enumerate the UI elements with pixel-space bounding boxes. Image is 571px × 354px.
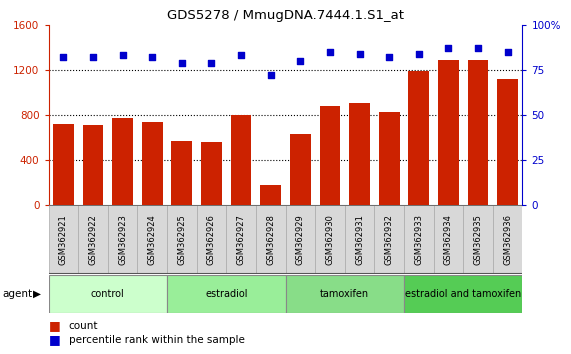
Text: GSM362931: GSM362931 xyxy=(355,215,364,265)
Point xyxy=(414,51,423,57)
FancyBboxPatch shape xyxy=(286,205,315,274)
FancyBboxPatch shape xyxy=(256,205,286,274)
Point xyxy=(355,51,364,57)
Bar xyxy=(53,124,74,205)
Bar xyxy=(379,112,400,205)
Bar xyxy=(171,141,192,205)
Point xyxy=(385,55,394,60)
FancyBboxPatch shape xyxy=(78,205,108,274)
Bar xyxy=(260,185,281,205)
FancyBboxPatch shape xyxy=(463,205,493,274)
FancyBboxPatch shape xyxy=(493,205,522,274)
Text: ■: ■ xyxy=(49,319,61,332)
FancyBboxPatch shape xyxy=(404,275,522,313)
FancyBboxPatch shape xyxy=(375,205,404,274)
Text: GSM362926: GSM362926 xyxy=(207,215,216,265)
FancyBboxPatch shape xyxy=(345,205,375,274)
FancyBboxPatch shape xyxy=(49,205,78,274)
Text: GSM362921: GSM362921 xyxy=(59,215,68,265)
Point xyxy=(266,73,275,78)
Bar xyxy=(290,134,311,205)
Text: GSM362925: GSM362925 xyxy=(178,215,186,265)
Bar xyxy=(497,79,518,205)
Text: GSM362930: GSM362930 xyxy=(325,215,335,265)
Bar xyxy=(320,106,340,205)
Text: GSM362928: GSM362928 xyxy=(266,215,275,265)
Text: GSM362923: GSM362923 xyxy=(118,215,127,265)
Text: tamoxifen: tamoxifen xyxy=(320,289,369,299)
FancyBboxPatch shape xyxy=(196,205,226,274)
Bar xyxy=(201,142,222,205)
Point xyxy=(503,49,512,55)
Point xyxy=(118,53,127,58)
Text: estradiol and tamoxifen: estradiol and tamoxifen xyxy=(405,289,521,299)
Text: GDS5278 / MmugDNA.7444.1.S1_at: GDS5278 / MmugDNA.7444.1.S1_at xyxy=(167,9,404,22)
Point xyxy=(177,60,186,65)
Text: ■: ■ xyxy=(49,333,61,346)
Text: control: control xyxy=(91,289,124,299)
Bar xyxy=(408,71,429,205)
Text: GSM362934: GSM362934 xyxy=(444,215,453,265)
Point xyxy=(473,45,482,51)
FancyBboxPatch shape xyxy=(433,205,463,274)
FancyBboxPatch shape xyxy=(286,275,404,313)
Bar xyxy=(142,122,163,205)
Text: percentile rank within the sample: percentile rank within the sample xyxy=(69,335,244,345)
Point xyxy=(296,58,305,64)
Text: GSM362936: GSM362936 xyxy=(503,214,512,266)
Point xyxy=(59,55,68,60)
Text: count: count xyxy=(69,321,98,331)
Bar xyxy=(112,119,133,205)
Bar xyxy=(468,60,488,205)
FancyBboxPatch shape xyxy=(167,275,286,313)
FancyBboxPatch shape xyxy=(167,205,196,274)
Text: ▶: ▶ xyxy=(33,289,41,299)
Text: GSM362932: GSM362932 xyxy=(385,215,393,265)
FancyBboxPatch shape xyxy=(138,205,167,274)
Point xyxy=(444,45,453,51)
Point xyxy=(148,55,157,60)
Point xyxy=(236,53,246,58)
FancyBboxPatch shape xyxy=(404,205,433,274)
Point xyxy=(325,49,335,55)
Text: GSM362927: GSM362927 xyxy=(236,215,246,265)
Text: GSM362933: GSM362933 xyxy=(415,214,423,266)
Bar xyxy=(349,103,370,205)
Bar xyxy=(231,115,251,205)
Text: GSM362922: GSM362922 xyxy=(89,215,98,265)
FancyBboxPatch shape xyxy=(226,205,256,274)
Bar xyxy=(83,125,103,205)
Text: estradiol: estradiol xyxy=(205,289,247,299)
Point xyxy=(207,60,216,65)
Text: GSM362935: GSM362935 xyxy=(473,215,482,265)
Point xyxy=(89,55,98,60)
Text: GSM362924: GSM362924 xyxy=(148,215,156,265)
Text: GSM362929: GSM362929 xyxy=(296,215,305,265)
Bar xyxy=(438,60,459,205)
Text: agent: agent xyxy=(3,289,33,299)
FancyBboxPatch shape xyxy=(108,205,138,274)
FancyBboxPatch shape xyxy=(315,205,345,274)
FancyBboxPatch shape xyxy=(49,275,167,313)
